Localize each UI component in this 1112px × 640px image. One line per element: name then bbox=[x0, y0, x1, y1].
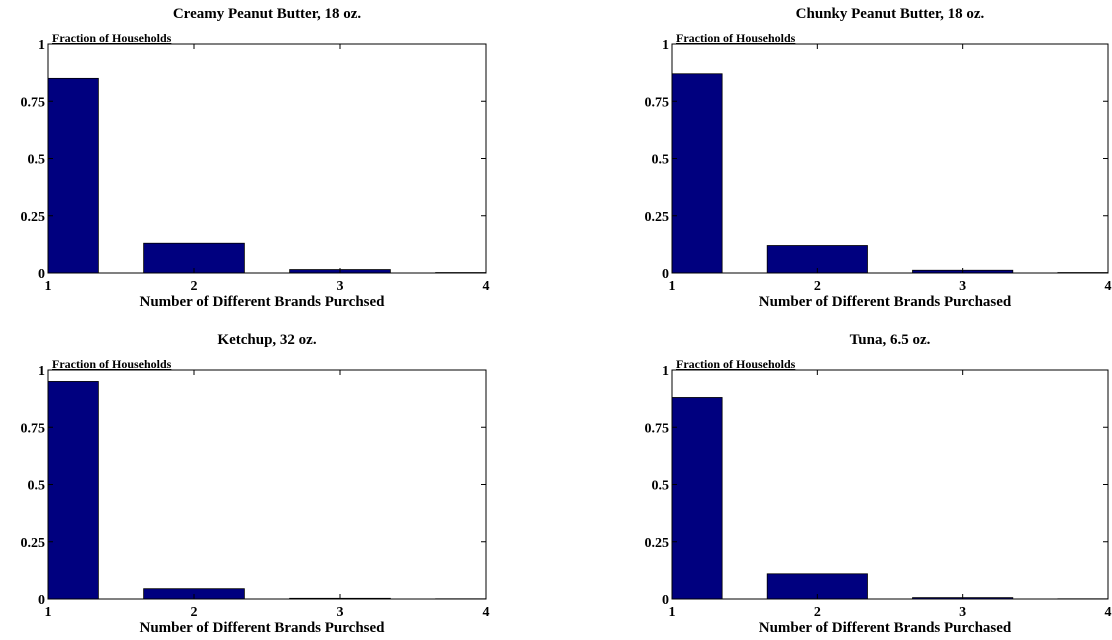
chart-title: Tuna, 6.5 oz. bbox=[850, 332, 931, 348]
x-axis-label: Number of Different Brands Purchsed bbox=[140, 620, 386, 636]
chart-panel-4: 0 0.25 0.5 0.75 1 1 2 3 4 Tuna, 6.5 oz. Fraction o… bbox=[645, 332, 1112, 636]
y-tick-label: 0.25 bbox=[21, 210, 46, 225]
bars bbox=[672, 73, 1108, 273]
y-axis-label: Fraction of Households bbox=[52, 357, 172, 371]
x-tick-label: 2 bbox=[191, 605, 198, 620]
y-tick-label: 0.75 bbox=[21, 421, 46, 436]
x-tick-label: 4 bbox=[1105, 605, 1112, 620]
x-tick-label: 2 bbox=[191, 279, 198, 294]
y-tick-label: 1 bbox=[662, 364, 669, 379]
axes-frame bbox=[47, 369, 487, 600]
axes-frame bbox=[671, 369, 1109, 600]
x-tick-label: 1 bbox=[669, 279, 676, 294]
bar-1 bbox=[672, 73, 723, 273]
x-axis-label: Number of Different Brands Purchased bbox=[759, 620, 1012, 636]
bar-2 bbox=[143, 588, 245, 599]
x-tick-label: 3 bbox=[337, 279, 344, 294]
y-tick-label: 0.75 bbox=[645, 95, 670, 110]
x-axis-label: Number of Different Brands Purchsed bbox=[140, 294, 386, 310]
bar-1 bbox=[48, 77, 99, 273]
x-tick-label: 1 bbox=[45, 605, 52, 620]
y-tick-label: 0.5 bbox=[652, 479, 670, 494]
bars bbox=[672, 397, 1108, 599]
y-tick-label: 0.75 bbox=[21, 95, 46, 110]
y-tick-label: 0.5 bbox=[28, 153, 46, 168]
chart-panel-3: 0 0.25 0.5 0.75 1 1 2 3 4 Ketchup, 32 oz. Fraction… bbox=[21, 332, 490, 636]
y-tick-label: 0 bbox=[662, 593, 669, 608]
axes-frame bbox=[671, 43, 1109, 274]
y-tick-label: 0.25 bbox=[645, 536, 670, 551]
y-tick-label: 0.25 bbox=[21, 536, 46, 551]
chart-panel-2: 0 0.25 0.5 0.75 1 1 2 3 4 Chunky Peanut Butter, 1… bbox=[645, 6, 1112, 310]
x-tick-label: 2 bbox=[814, 605, 821, 620]
x-tick-label: 4 bbox=[1105, 279, 1112, 294]
bar-1 bbox=[672, 397, 723, 599]
y-axis-label: Fraction of Households bbox=[676, 31, 796, 45]
y-tick-label: 0 bbox=[662, 267, 669, 282]
chart-panel-1: 0 0.25 0.5 0.75 1 1 2 3 4 Creamy Peanut Butter, 1… bbox=[21, 6, 490, 310]
x-tick-label: 3 bbox=[337, 605, 344, 620]
x-tick-label: 1 bbox=[669, 605, 676, 620]
y-tick-label: 0.5 bbox=[652, 153, 670, 168]
x-tick-label: 4 bbox=[483, 279, 490, 294]
x-tick-label: 2 bbox=[814, 279, 821, 294]
bar-1 bbox=[48, 381, 99, 599]
y-tick-label: 0 bbox=[38, 593, 45, 608]
y-axis-label: Fraction of Households bbox=[676, 357, 796, 371]
y-tick-label: 1 bbox=[662, 38, 669, 53]
x-tick-label: 3 bbox=[959, 279, 966, 294]
y-tick-label: 1 bbox=[38, 38, 45, 53]
y-tick-label: 1 bbox=[38, 364, 45, 379]
x-tick-label: 1 bbox=[45, 279, 52, 294]
chart-title: Ketchup, 32 oz. bbox=[217, 332, 316, 348]
x-axis-label: Number of Different Brands Purchased bbox=[759, 294, 1012, 310]
chart-title: Chunky Peanut Butter, 18 oz. bbox=[796, 6, 985, 22]
bars bbox=[48, 381, 486, 599]
axes-frame bbox=[47, 43, 487, 274]
x-tick-label: 3 bbox=[959, 605, 966, 620]
y-tick-label: 0.25 bbox=[645, 210, 670, 225]
bars bbox=[48, 77, 486, 273]
y-tick-label: 0.5 bbox=[28, 479, 46, 494]
y-tick-label: 0 bbox=[38, 267, 45, 282]
x-tick-label: 4 bbox=[483, 605, 490, 620]
chart-title: Creamy Peanut Butter, 18 oz. bbox=[173, 6, 362, 22]
y-axis-label: Fraction of Households bbox=[52, 31, 172, 45]
y-tick-label: 0.75 bbox=[645, 421, 670, 436]
